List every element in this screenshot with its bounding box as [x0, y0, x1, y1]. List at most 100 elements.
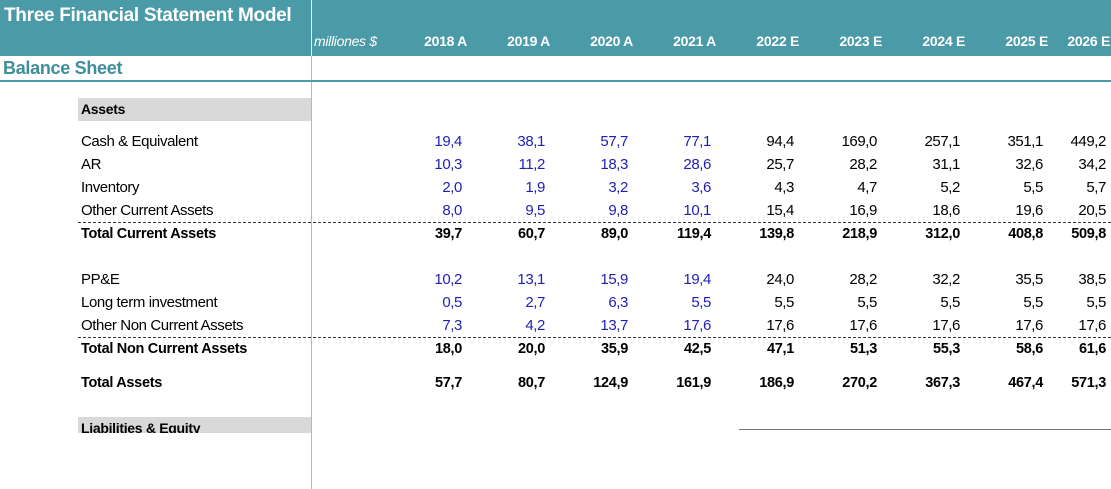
value-cell[interactable]: 17,6 [683, 317, 711, 334]
row-label[interactable]: Total Assets [81, 375, 163, 391]
year-header[interactable]: 2020 A [590, 33, 633, 49]
value-cell[interactable]: 16,9 [849, 202, 877, 219]
value-cell[interactable]: 4,3 [774, 179, 794, 196]
value-cell[interactable]: 80,7 [517, 375, 545, 391]
value-cell[interactable]: 139,8 [759, 226, 794, 242]
value-cell[interactable]: 51,3 [849, 341, 877, 357]
value-cell[interactable]: 4,7 [857, 179, 877, 196]
value-cell[interactable]: 17,6 [932, 317, 960, 334]
value-cell[interactable]: 8,0 [442, 202, 462, 219]
year-header[interactable]: 2024 E [922, 33, 965, 49]
value-cell[interactable]: 1,9 [525, 179, 545, 196]
value-cell[interactable]: 218,9 [842, 226, 877, 242]
value-cell[interactable]: 449,2 [1070, 133, 1106, 150]
value-cell[interactable]: 15,9 [600, 271, 628, 288]
value-cell[interactable]: 367,3 [925, 375, 960, 391]
year-header[interactable]: 2026 E [1067, 33, 1110, 49]
value-cell[interactable]: 257,1 [924, 133, 960, 150]
value-cell[interactable]: 94,4 [766, 133, 794, 150]
value-cell[interactable]: 89,0 [600, 226, 628, 242]
value-cell[interactable]: 17,6 [849, 317, 877, 334]
value-cell[interactable]: 161,9 [676, 375, 711, 391]
value-cell[interactable]: 2,0 [442, 179, 462, 196]
value-cell[interactable]: 17,6 [766, 317, 794, 334]
value-cell[interactable]: 28,6 [683, 156, 711, 173]
value-cell[interactable]: 119,4 [677, 226, 711, 242]
value-cell[interactable]: 5,5 [1086, 294, 1106, 311]
value-cell[interactable]: 2,7 [525, 294, 545, 311]
value-cell[interactable]: 55,3 [932, 341, 960, 357]
value-cell[interactable]: 32,6 [1015, 156, 1043, 173]
value-cell[interactable]: 13,7 [600, 317, 628, 334]
value-cell[interactable]: 5,2 [940, 179, 960, 196]
value-cell[interactable]: 35,5 [1015, 271, 1043, 288]
value-cell[interactable]: 13,1 [517, 271, 545, 288]
value-cell[interactable]: 31,1 [932, 156, 960, 173]
year-header[interactable]: 2023 E [839, 33, 882, 49]
value-cell[interactable]: 18,6 [932, 202, 960, 219]
value-cell[interactable]: 38,5 [1078, 271, 1106, 288]
value-cell[interactable]: 20,5 [1078, 202, 1106, 219]
value-cell[interactable]: 19,4 [683, 271, 711, 288]
value-cell[interactable]: 38,1 [517, 133, 545, 150]
year-header[interactable]: 2025 E [1005, 33, 1048, 49]
value-cell[interactable]: 61,6 [1078, 341, 1106, 357]
value-cell[interactable]: 5,5 [1023, 294, 1043, 311]
row-label[interactable]: Total Non Current Assets [81, 341, 248, 357]
value-cell[interactable]: 18,0 [434, 341, 462, 357]
value-cell[interactable]: 77,1 [683, 133, 711, 150]
value-cell[interactable]: 509,8 [1071, 226, 1106, 242]
value-cell[interactable]: 28,2 [849, 271, 877, 288]
value-cell[interactable]: 6,3 [608, 294, 628, 311]
value-cell[interactable]: 571,3 [1071, 375, 1106, 391]
row-label[interactable]: Other Current Assets [81, 202, 214, 219]
value-cell[interactable]: 10,1 [683, 202, 711, 219]
value-cell[interactable]: 17,6 [1078, 317, 1106, 334]
value-cell[interactable]: 24,0 [766, 271, 794, 288]
value-cell[interactable]: 5,5 [940, 294, 960, 311]
value-cell[interactable]: 9,8 [608, 202, 628, 219]
value-cell[interactable]: 312,0 [925, 226, 960, 242]
value-cell[interactable]: 19,6 [1015, 202, 1043, 219]
value-cell[interactable]: 17,6 [1015, 317, 1043, 334]
value-cell[interactable]: 3,6 [691, 179, 711, 196]
year-header[interactable]: 2022 E [756, 33, 799, 49]
value-cell[interactable]: 10,3 [434, 156, 462, 173]
value-cell[interactable]: 35,9 [600, 341, 628, 357]
value-cell[interactable]: 47,1 [766, 341, 794, 357]
assets-group-header[interactable]: Assets [78, 98, 311, 121]
row-label[interactable]: PP&E [81, 271, 120, 288]
row-label[interactable]: Long term investment [81, 294, 218, 311]
year-header[interactable]: 2018 A [424, 33, 467, 49]
value-cell[interactable]: 351,1 [1007, 133, 1043, 150]
row-label[interactable]: Total Current Assets [81, 226, 216, 242]
value-cell[interactable]: 39,7 [434, 226, 462, 242]
value-cell[interactable]: 34,2 [1078, 156, 1106, 173]
value-cell[interactable]: 57,7 [434, 375, 462, 391]
row-label[interactable]: Cash & Equivalent [81, 133, 198, 150]
value-cell[interactable]: 25,7 [766, 156, 794, 173]
row-label[interactable]: Inventory [81, 179, 140, 196]
value-cell[interactable]: 467,4 [1008, 375, 1043, 391]
value-cell[interactable]: 60,7 [517, 226, 545, 242]
value-cell[interactable]: 19,4 [434, 133, 462, 150]
value-cell[interactable]: 7,3 [442, 317, 462, 334]
value-cell[interactable]: 5,5 [774, 294, 794, 311]
value-cell[interactable]: 5,5 [1023, 179, 1043, 196]
value-cell[interactable]: 57,7 [600, 133, 628, 150]
value-cell[interactable]: 9,5 [525, 202, 545, 219]
value-cell[interactable]: 169,0 [841, 133, 877, 150]
value-cell[interactable]: 5,5 [857, 294, 877, 311]
value-cell[interactable]: 32,2 [932, 271, 960, 288]
value-cell[interactable]: 10,2 [434, 271, 462, 288]
value-cell[interactable]: 0,5 [442, 294, 462, 311]
value-cell[interactable]: 124,9 [593, 375, 628, 391]
value-cell[interactable]: 18,3 [600, 156, 628, 173]
value-cell[interactable]: 186,9 [759, 375, 794, 391]
liabilities-group-header[interactable]: Liabilities & Equity [78, 417, 311, 433]
year-header[interactable]: 2019 A [507, 33, 550, 49]
value-cell[interactable]: 5,5 [691, 294, 711, 311]
value-cell[interactable]: 20,0 [517, 341, 545, 357]
value-cell[interactable]: 42,5 [683, 341, 711, 357]
value-cell[interactable]: 270,2 [842, 375, 877, 391]
